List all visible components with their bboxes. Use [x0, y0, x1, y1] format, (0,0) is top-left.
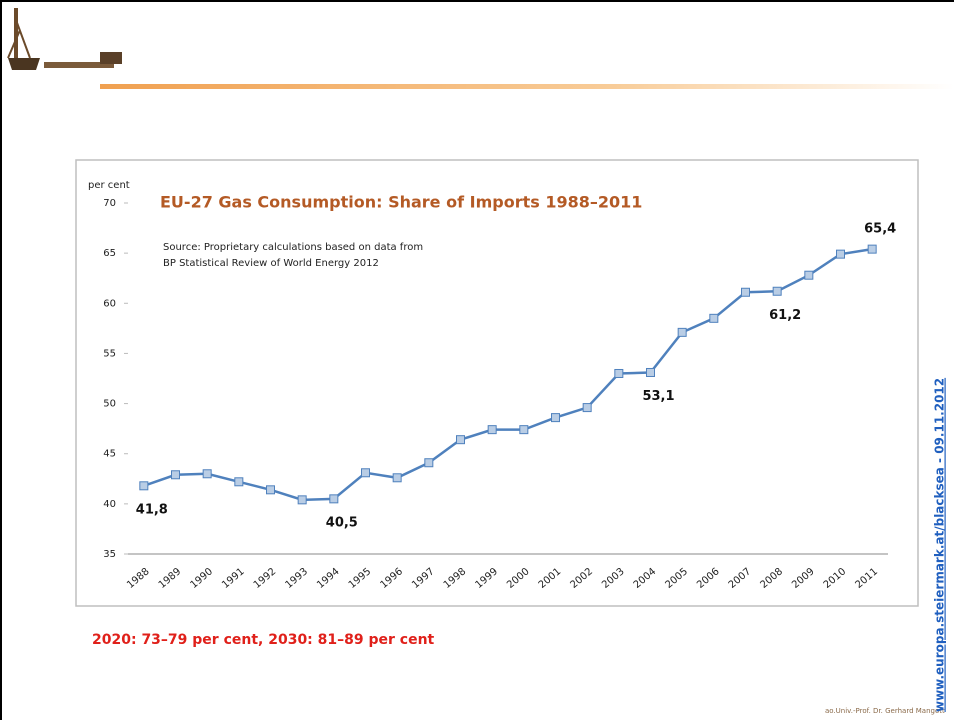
marker — [805, 271, 813, 279]
marker — [615, 369, 623, 377]
marker — [267, 486, 275, 494]
y-tick-label: 40 — [103, 499, 116, 510]
marker — [710, 314, 718, 322]
marker — [773, 287, 781, 295]
slide: per cent EU-27 Gas Consumption: Share of… — [0, 0, 954, 720]
y-tick-label: 45 — [103, 449, 116, 460]
y-tick-label: 55 — [103, 348, 116, 359]
marker — [362, 469, 370, 477]
header-rule — [100, 84, 954, 89]
data-label: 53,1 — [642, 389, 674, 404]
y-tick-label: 65 — [103, 248, 116, 259]
marker — [552, 414, 560, 422]
marker — [235, 478, 243, 486]
forecast-note: 2020: 73–79 per cent, 2030: 81–89 per ce… — [92, 632, 435, 648]
marker — [678, 328, 686, 336]
marker — [837, 250, 845, 258]
marker — [488, 426, 496, 434]
marker — [520, 426, 528, 434]
marker — [203, 470, 211, 478]
data-label: 41,8 — [136, 502, 168, 517]
marker — [583, 404, 591, 412]
marker — [330, 495, 338, 503]
data-label: 40,5 — [326, 515, 358, 530]
footer: ao.Univ.-Prof. Dr. Gerhard Mangott — [825, 707, 945, 715]
chart-title: EU-27 Gas Consumption: Share of Imports … — [160, 193, 642, 212]
y-tick-label: 60 — [103, 298, 116, 309]
url: www.europa.steiermark.at/blacksea - 09.1… — [933, 378, 947, 712]
marker — [298, 496, 306, 504]
source-note: Source: Proprietary calculations based o… — [163, 242, 423, 253]
source-note: BP Statistical Review of World Energy 20… — [163, 258, 379, 269]
y-tick-label: 70 — [103, 198, 116, 209]
marker — [457, 436, 465, 444]
marker — [172, 471, 180, 479]
marker — [742, 288, 750, 296]
data-label: 65,4 — [864, 222, 896, 237]
data-label: 61,2 — [769, 308, 801, 323]
logo — [8, 8, 122, 70]
marker — [868, 245, 876, 253]
marker — [647, 368, 655, 376]
marker — [425, 459, 433, 467]
marker — [140, 482, 148, 490]
y-axis-label: per cent — [88, 180, 130, 191]
marker — [393, 474, 401, 482]
y-tick-label: 35 — [103, 549, 116, 560]
y-tick-label: 50 — [103, 399, 116, 410]
chart-frame — [76, 160, 918, 606]
